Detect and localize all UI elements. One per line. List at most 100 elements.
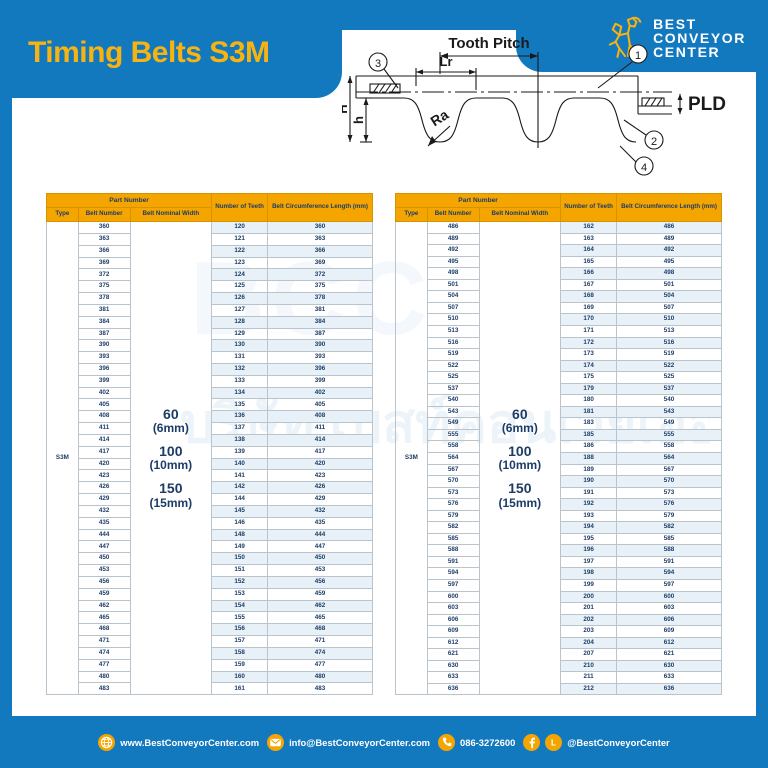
cell-belt-number: 465 — [77, 611, 131, 625]
cell-number-of-teeth: 207 — [560, 648, 618, 661]
table-row: 582 194 582 — [396, 521, 722, 534]
footer-email-text: info@BestConveyorCenter.com — [289, 736, 431, 748]
spec-table-right: Part Number Number of Teeth Belt Circumf… — [394, 192, 722, 696]
brand-line-3: CENTER — [653, 44, 721, 61]
cell-number-of-teeth: 165 — [560, 255, 618, 269]
table-row: 405 135 405 — [47, 398, 373, 412]
cell-belt-number: 477 — [77, 658, 131, 672]
cell-belt-circumference: 393 — [267, 351, 373, 364]
cell-number-of-teeth: 202 — [560, 613, 618, 627]
cell-belt-circumference: 540 — [616, 394, 722, 407]
cell-belt-nominal-width: 60 (6mm) 100 (10mm) 150 (15mm) — [129, 221, 213, 696]
footer-email[interactable]: info@BestConveyorCenter.com — [267, 733, 431, 751]
cell-number-of-teeth: 185 — [560, 428, 618, 442]
cell-belt-circumference: 570 — [616, 475, 722, 488]
cell-number-of-teeth: 140 — [211, 457, 269, 471]
footer-website[interactable]: www.BestConveyorCenter.com — [98, 733, 259, 751]
cell-belt-number: 393 — [77, 351, 131, 364]
cell-number-of-teeth: 151 — [211, 564, 269, 577]
table-row: 417 139 417 — [47, 445, 373, 459]
header-part-number: Part Number — [45, 192, 213, 209]
cell-belt-number: 597 — [426, 579, 480, 592]
cell-belt-number: 411 — [77, 422, 131, 435]
table-row: 579 193 579 — [396, 509, 722, 523]
header-belt-circumference: Belt Circumference Length (mm) — [267, 192, 373, 223]
table-row: 423 141 423 — [47, 469, 373, 483]
cell-number-of-teeth: 137 — [211, 422, 269, 435]
cell-belt-number: 588 — [426, 544, 480, 557]
cell-belt-number: 606 — [426, 613, 480, 627]
cell-belt-circumference: 423 — [267, 469, 373, 483]
cell-belt-number: 390 — [77, 339, 131, 353]
cell-number-of-teeth: 180 — [560, 394, 618, 407]
width-value: 150 — [508, 479, 532, 496]
cell-belt-circumference: 453 — [267, 564, 373, 577]
cell-belt-circumference: 564 — [616, 452, 722, 465]
cell-number-of-teeth: 123 — [211, 256, 269, 270]
timing-belt-diagram: Tooth Pitch Lr H h Ra PLD 1 2 3 — [342, 35, 726, 176]
cell-belt-number: 495 — [426, 255, 480, 269]
table-row: 576 192 576 — [396, 498, 722, 511]
cell-number-of-teeth: 153 — [211, 587, 269, 601]
cell-belt-number: 504 — [426, 290, 480, 303]
table-row: 420 140 420 — [47, 457, 373, 471]
cell-number-of-teeth: 154 — [211, 599, 269, 613]
footer-phone[interactable]: 086-3272600 — [438, 733, 515, 751]
cell-belt-circumference: 366 — [267, 244, 373, 258]
cell-number-of-teeth: 156 — [211, 623, 269, 637]
cell-belt-number: 471 — [77, 635, 131, 648]
table-row: 492 164 492 — [396, 244, 722, 257]
cell-belt-circumference: 513 — [616, 325, 722, 338]
cell-belt-number: 630 — [426, 659, 480, 673]
cell-belt-circumference: 591 — [616, 555, 722, 569]
cell-belt-circumference: 444 — [267, 528, 373, 542]
cell-number-of-teeth: 195 — [560, 532, 618, 546]
cell-belt-circumference: 360 — [267, 221, 373, 234]
cell-number-of-teeth: 136 — [211, 410, 269, 424]
cell-belt-circumference: 507 — [616, 301, 722, 315]
cell-belt-number: 429 — [77, 493, 131, 506]
table-row: 468 156 468 — [47, 623, 373, 637]
table-row: 597 199 597 — [396, 579, 722, 592]
cell-number-of-teeth: 139 — [211, 445, 269, 459]
cell-belt-circumference: 633 — [616, 671, 722, 684]
header-belt-nominal-width: Belt Nominal Width — [478, 207, 562, 223]
cell-belt-nominal-width: 60 (6mm) 100 (10mm) 150 (15mm) — [478, 221, 562, 696]
cell-belt-number: 498 — [426, 267, 480, 280]
globe-icon — [98, 733, 116, 751]
cell-number-of-teeth: 124 — [211, 268, 269, 282]
cell-number-of-teeth: 121 — [211, 232, 269, 246]
cell-belt-number: 372 — [77, 268, 131, 282]
line-icon: L — [545, 733, 563, 751]
table-row: 426 142 426 — [47, 481, 373, 495]
cell-belt-circumference: 600 — [616, 590, 722, 604]
cell-number-of-teeth: 193 — [560, 509, 618, 523]
cell-belt-number: 405 — [77, 398, 131, 412]
cell-belt-circumference: 516 — [616, 336, 722, 350]
cell-belt-number: 387 — [77, 327, 131, 341]
footer-social[interactable]: L @BestConveyorCenter — [523, 733, 670, 751]
footer-bar: www.BestConveyorCenter.com info@BestConv… — [0, 716, 768, 768]
diagram-callout-1: 1 — [635, 50, 641, 62]
table-row: 609 203 609 — [396, 625, 722, 638]
cell-number-of-teeth: 203 — [560, 625, 618, 638]
width-value: 150 — [159, 479, 183, 496]
table-row: 630 210 630 — [396, 659, 722, 673]
cell-belt-number: 456 — [77, 575, 131, 589]
table-row: 363 121 363 — [47, 232, 373, 246]
cell-belt-circumference: 606 — [616, 613, 722, 627]
cell-belt-number: 486 — [426, 221, 480, 234]
cell-belt-circumference: 510 — [616, 313, 722, 326]
cell-number-of-teeth: 138 — [211, 433, 269, 447]
width-value: 60 — [163, 405, 179, 422]
table-row: 606 202 606 — [396, 613, 722, 627]
cell-belt-circumference: 375 — [267, 280, 373, 294]
cell-belt-number: 366 — [77, 244, 131, 258]
cell-belt-number: 585 — [426, 532, 480, 546]
cell-belt-circumference: 378 — [267, 292, 373, 305]
cell-number-of-teeth: 172 — [560, 336, 618, 350]
diagram-label-tooth-pitch: Tooth Pitch — [448, 35, 529, 52]
cell-number-of-teeth: 167 — [560, 278, 618, 292]
cell-belt-number: 603 — [426, 602, 480, 615]
brand-line-2: CONVEYOR — [653, 29, 746, 46]
